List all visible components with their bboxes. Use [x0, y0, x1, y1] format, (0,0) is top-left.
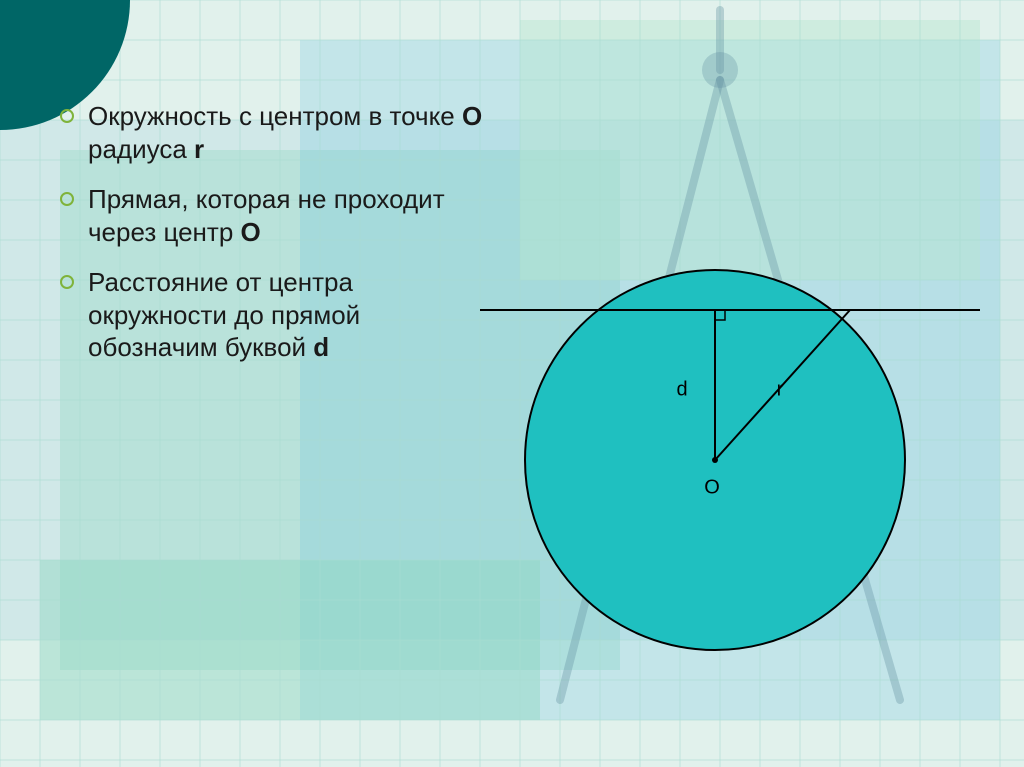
bullet-list: Окружность с центром в точке О радиуса r… — [60, 100, 490, 364]
diagram-label-d: d — [676, 379, 687, 402]
bullet-text: Прямая, которая не проходит через центр — [88, 184, 445, 247]
bullet-text-bold: О — [462, 101, 482, 131]
bullet-text: радиуса — [88, 134, 194, 164]
bullet-text-bold: О — [241, 217, 261, 247]
bullet-item: Окружность с центром в точке О радиуса r — [60, 100, 490, 165]
bullet-item: Прямая, которая не проходит через центр … — [60, 183, 490, 248]
bullet-text-bold: d — [313, 332, 329, 362]
bullet-list-container: Окружность с центром в точке О радиуса r… — [60, 100, 490, 382]
diagram-label-r: r — [777, 379, 784, 402]
bullet-text-bold: r — [194, 134, 204, 164]
diagram-svg — [480, 250, 1000, 710]
circle-diagram: Od r — [480, 250, 1000, 710]
diagram-label-O: O — [704, 477, 720, 500]
bullet-item: Расстояние от центра окружности до прямо… — [60, 266, 490, 364]
bullet-text: Окружность с центром в точке — [88, 101, 462, 131]
